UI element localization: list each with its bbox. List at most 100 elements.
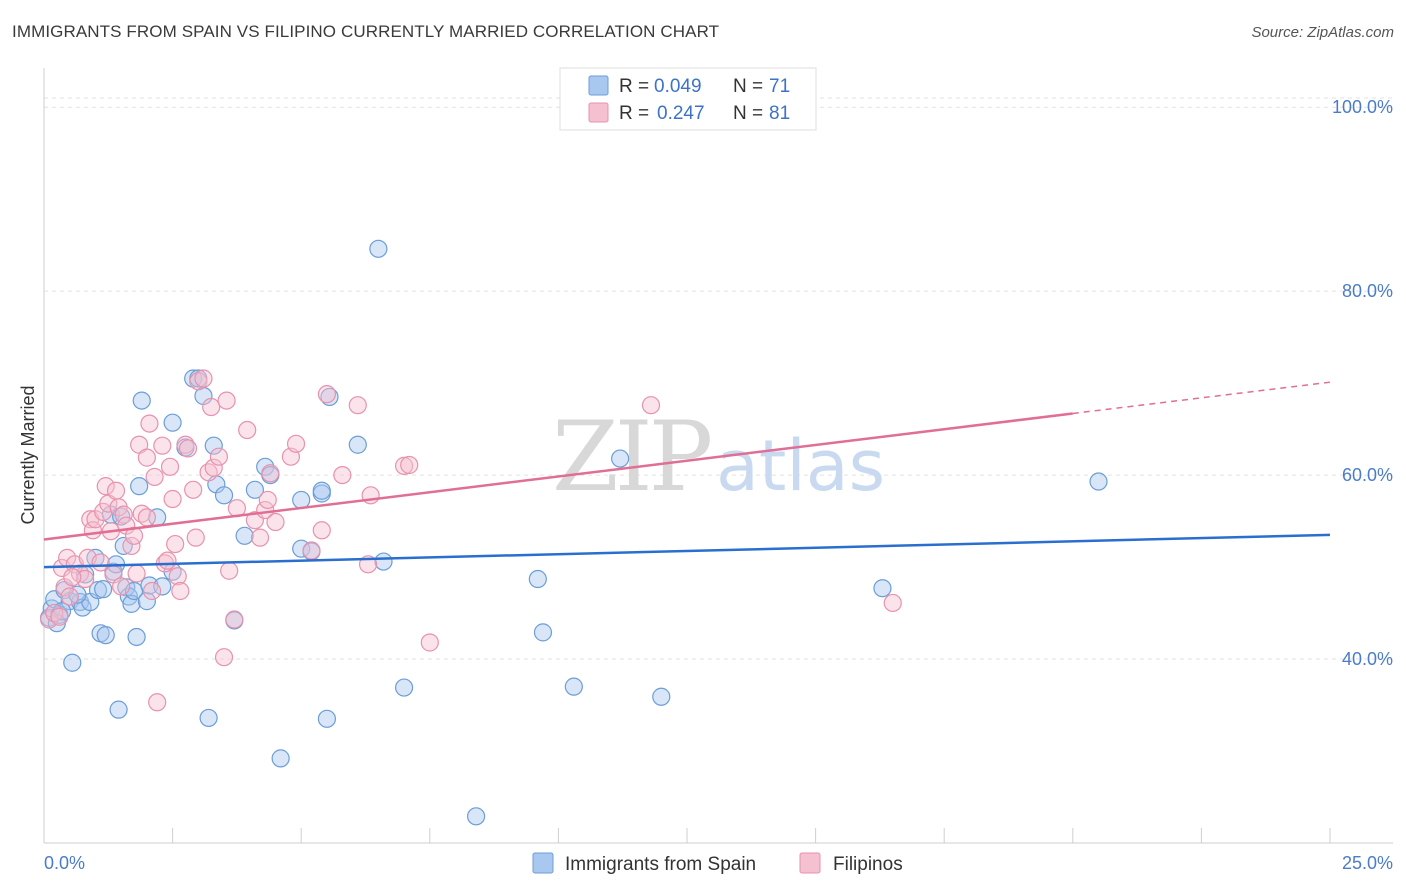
grid-lines — [44, 97, 1393, 660]
point-spain — [652, 687, 671, 706]
legend-n-label-2: N = — [733, 103, 763, 124]
y-tick-label: 80.0% — [1342, 281, 1393, 301]
watermark-atlas: atlas — [716, 425, 885, 507]
point-filipinos — [112, 577, 131, 596]
point-filipinos — [258, 490, 277, 510]
point-filipinos — [186, 528, 205, 547]
point-filipinos — [400, 455, 419, 475]
bottom-legend: Immigrants from Spain Filipinos — [532, 852, 903, 875]
point-spain — [611, 449, 630, 468]
point-filipinos — [286, 434, 306, 453]
point-filipinos — [641, 396, 661, 415]
point-filipinos — [63, 568, 82, 587]
point-filipinos — [194, 369, 213, 388]
point-filipinos — [166, 534, 185, 554]
point-filipinos — [312, 521, 331, 540]
point-spain — [1089, 472, 1108, 491]
legend: R = 0.049 N = 71 R = 0.247 N = 81 — [559, 67, 817, 131]
bottom-legend-swatch-pink — [799, 852, 821, 874]
point-spain — [127, 627, 146, 647]
point-filipinos — [168, 567, 187, 586]
y-tick-label: 40.0% — [1342, 649, 1393, 669]
point-spain — [119, 587, 138, 606]
trend-lines — [43, 381, 1331, 569]
trendline-filipinos — [43, 412, 1073, 541]
point-spain — [137, 592, 156, 611]
point-filipinos — [261, 464, 280, 483]
point-filipinos — [153, 436, 172, 455]
point-spain — [130, 477, 149, 496]
point-spain — [163, 413, 182, 432]
point-filipinos — [883, 593, 902, 613]
point-filipinos — [220, 561, 239, 580]
legend-n-label-1: N = — [733, 76, 763, 97]
x-ticks — [43, 828, 1331, 843]
point-spain — [394, 678, 414, 697]
point-spain — [348, 435, 367, 454]
point-filipinos — [238, 420, 257, 440]
point-spain — [109, 700, 128, 719]
point-spain — [199, 708, 218, 728]
legend-r-label-1: R = — [619, 76, 649, 97]
point-spain — [271, 749, 290, 768]
watermark-zip: ZIP — [552, 401, 711, 513]
point-spain — [369, 239, 388, 258]
point-filipinos — [189, 372, 208, 391]
point-filipinos — [184, 480, 203, 499]
point-filipinos — [140, 414, 159, 433]
point-spain — [235, 526, 254, 545]
point-filipinos — [217, 391, 236, 410]
point-spain — [533, 623, 553, 642]
point-spain — [88, 580, 108, 600]
legend-swatch-pink — [588, 102, 609, 123]
point-spain — [312, 481, 331, 500]
point-filipinos — [137, 508, 156, 527]
legend-n-value-2: 81 — [769, 103, 790, 124]
y-tick-label: 100.0% — [1332, 97, 1393, 117]
point-spain — [204, 436, 223, 455]
point-filipinos — [137, 448, 156, 467]
chart-source: Source: ZipAtlas.com — [1251, 24, 1394, 41]
legend-r-value-2: 0.247 — [657, 103, 705, 124]
point-spain — [184, 369, 203, 388]
point-filipinos — [96, 477, 115, 496]
point-spain — [320, 387, 339, 407]
y-axis-label: Currently Married — [18, 385, 38, 524]
point-filipinos — [142, 581, 162, 601]
y-tick-label: 60.0% — [1342, 465, 1393, 485]
point-filipinos — [148, 693, 167, 712]
legend-n-value-1: 71 — [769, 76, 790, 97]
point-spain — [214, 486, 234, 505]
point-filipinos — [160, 457, 180, 476]
point-spain — [132, 391, 151, 410]
point-filipinos — [178, 439, 198, 458]
point-spain — [317, 709, 337, 728]
legend-r-label-2: R = — [619, 103, 649, 124]
point-filipinos — [266, 512, 285, 532]
point-spain — [94, 580, 113, 599]
point-filipinos — [171, 581, 190, 601]
point-filipinos — [106, 481, 126, 500]
point-spain — [153, 577, 172, 596]
point-filipinos — [163, 489, 182, 509]
point-filipinos — [214, 648, 234, 667]
point-filipinos — [420, 633, 439, 652]
trendline-filipinos-extension — [1072, 381, 1331, 415]
bottom-legend-swatch-blue — [532, 852, 554, 874]
point-spain — [96, 626, 115, 645]
point-filipinos — [333, 465, 352, 485]
point-filipinos — [317, 385, 337, 404]
point-filipinos — [114, 505, 133, 524]
point-filipinos — [202, 397, 221, 417]
chart-title: IMMIGRANTS FROM SPAIN VS FILIPINO CURREN… — [12, 22, 720, 41]
point-filipinos — [145, 467, 164, 487]
bottom-legend-label-spain: Immigrants from Spain — [565, 854, 756, 875]
point-filipinos — [348, 396, 367, 415]
point-filipinos — [60, 587, 79, 606]
point-filipinos — [204, 458, 223, 477]
x-tick-label-max: 25.0% — [1342, 853, 1393, 873]
axes — [43, 68, 1393, 844]
point-spain — [873, 579, 892, 598]
point-filipinos — [225, 610, 244, 629]
